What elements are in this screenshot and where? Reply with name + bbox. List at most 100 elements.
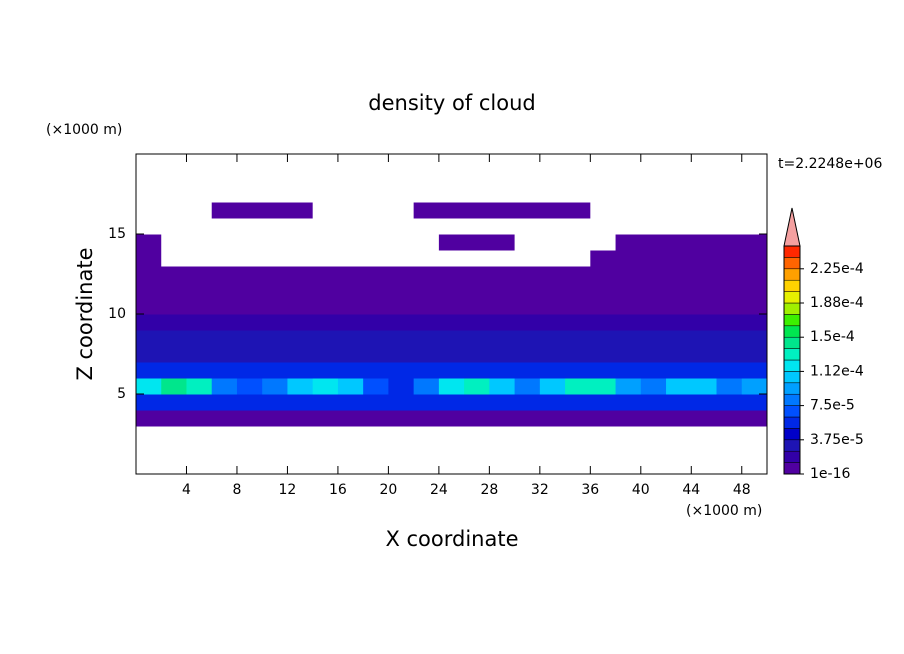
cell bbox=[262, 346, 288, 363]
cell bbox=[236, 186, 263, 203]
x-unit: (×1000 m) bbox=[686, 503, 762, 519]
cell bbox=[590, 282, 617, 299]
cell bbox=[287, 378, 314, 395]
cell bbox=[539, 378, 566, 395]
cell bbox=[136, 170, 162, 187]
cell bbox=[287, 330, 314, 347]
cell bbox=[514, 442, 541, 459]
cell bbox=[590, 458, 617, 475]
cell bbox=[337, 314, 364, 331]
cell bbox=[186, 378, 213, 395]
x-tick-label: 48 bbox=[733, 482, 751, 498]
cell bbox=[337, 186, 364, 203]
cell bbox=[539, 250, 566, 267]
cell bbox=[590, 186, 617, 203]
cell bbox=[262, 394, 288, 411]
colorbar-tick-label: 7.5e-5 bbox=[810, 398, 855, 414]
cell bbox=[161, 154, 187, 171]
cell bbox=[388, 346, 415, 363]
cell bbox=[539, 154, 566, 171]
cell bbox=[514, 346, 541, 363]
cell bbox=[590, 250, 617, 267]
cell bbox=[438, 442, 465, 459]
cell bbox=[590, 378, 617, 395]
cell bbox=[464, 314, 490, 331]
cell bbox=[514, 394, 541, 411]
cell bbox=[312, 186, 339, 203]
colorbar-band bbox=[783, 279, 801, 292]
cell bbox=[691, 458, 718, 475]
cell bbox=[716, 442, 743, 459]
cell bbox=[413, 362, 440, 379]
cell bbox=[413, 170, 440, 187]
cell bbox=[363, 378, 389, 395]
cell bbox=[615, 298, 642, 315]
cell bbox=[337, 234, 364, 251]
colorbar-tick-label: 1.88e-4 bbox=[810, 295, 864, 311]
cell bbox=[363, 154, 389, 171]
cell bbox=[186, 298, 213, 315]
cell bbox=[741, 218, 768, 235]
cell bbox=[691, 346, 718, 363]
cell bbox=[363, 442, 389, 459]
cell bbox=[186, 202, 213, 219]
cell bbox=[136, 266, 162, 283]
cell bbox=[464, 458, 490, 475]
colorbar-band bbox=[783, 371, 801, 384]
x-tick-label: 32 bbox=[531, 482, 549, 498]
cell bbox=[287, 346, 314, 363]
cell bbox=[186, 234, 213, 251]
cell bbox=[161, 298, 187, 315]
cell bbox=[716, 330, 743, 347]
cell bbox=[211, 378, 238, 395]
cell bbox=[413, 250, 440, 267]
cell bbox=[691, 426, 718, 443]
cell bbox=[464, 346, 490, 363]
cell bbox=[211, 186, 238, 203]
cell bbox=[337, 426, 364, 443]
cell bbox=[413, 186, 440, 203]
cell bbox=[691, 330, 718, 347]
cell bbox=[590, 202, 617, 219]
cell bbox=[565, 394, 591, 411]
annotation: t=2.2248e+06 bbox=[778, 156, 882, 172]
cell bbox=[716, 394, 743, 411]
cell bbox=[136, 298, 162, 315]
cell bbox=[312, 458, 339, 475]
cell bbox=[741, 330, 768, 347]
cell bbox=[136, 426, 162, 443]
cell bbox=[161, 378, 187, 395]
cell bbox=[464, 410, 490, 427]
y-unit: (×1000 m) bbox=[46, 122, 122, 138]
cell bbox=[287, 426, 314, 443]
cell bbox=[312, 314, 339, 331]
cell bbox=[438, 250, 465, 267]
cell bbox=[438, 394, 465, 411]
cell bbox=[236, 282, 263, 299]
cell bbox=[565, 234, 591, 251]
cell bbox=[666, 330, 692, 347]
cell bbox=[413, 266, 440, 283]
cell bbox=[337, 330, 364, 347]
cell bbox=[741, 266, 768, 283]
colorbar-tick-label: 1.12e-4 bbox=[810, 363, 864, 379]
cell bbox=[489, 250, 516, 267]
cell bbox=[186, 186, 213, 203]
cell bbox=[438, 282, 465, 299]
cell bbox=[691, 394, 718, 411]
cell bbox=[388, 330, 415, 347]
cell bbox=[438, 330, 465, 347]
cell bbox=[489, 362, 516, 379]
cell bbox=[337, 362, 364, 379]
cell bbox=[287, 234, 314, 251]
cell bbox=[161, 330, 187, 347]
cell bbox=[666, 426, 692, 443]
cell bbox=[161, 234, 187, 251]
cell bbox=[716, 234, 743, 251]
cell bbox=[262, 282, 288, 299]
cell bbox=[565, 346, 591, 363]
cell bbox=[565, 250, 591, 267]
cell bbox=[211, 442, 238, 459]
cell bbox=[236, 378, 263, 395]
